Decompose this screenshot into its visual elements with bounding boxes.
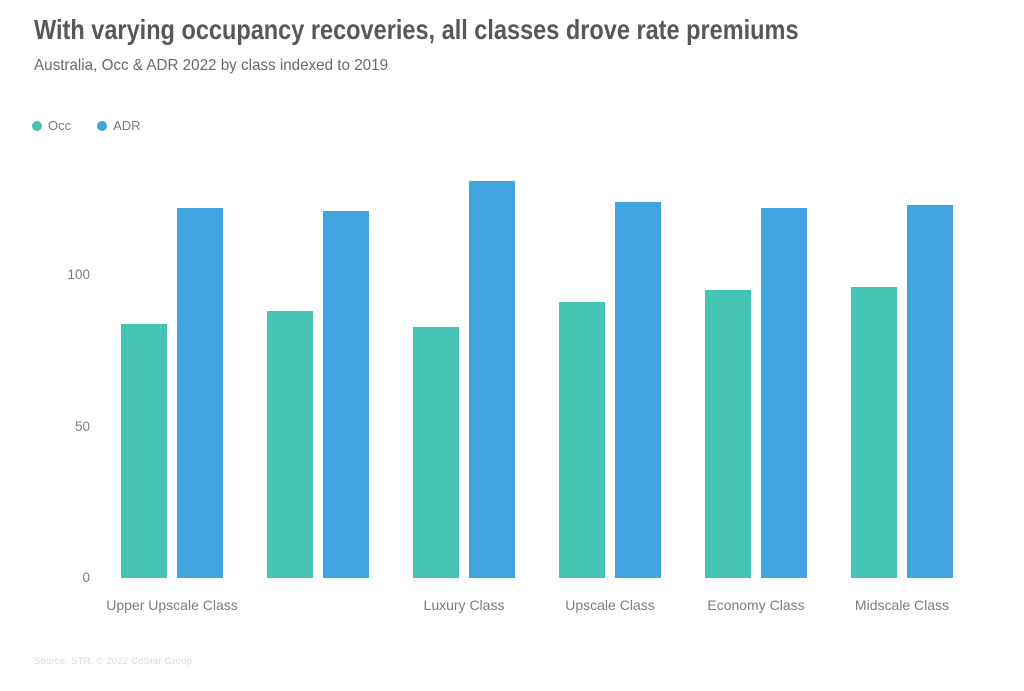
legend-item-occ: Occ: [32, 118, 71, 133]
legend-dot-occ-icon: [32, 120, 42, 131]
bar-adr-upper-upscale-class: [177, 208, 223, 578]
bar-occ-upper-upscale-class: [121, 324, 167, 578]
chart-subtitle: Australia, Occ & ADR 2022 by class index…: [34, 57, 389, 74]
x-axis-label: Midscale Class: [854, 597, 950, 613]
x-axis-label: Economy Class: [707, 597, 805, 613]
y-tick-label: 0: [82, 570, 90, 585]
bar-adr-economy-class: [761, 208, 807, 578]
x-axis-label: Upscale Class: [565, 597, 655, 613]
bar-adr-group-2: [323, 211, 369, 578]
bar-occ-luxury-class: [413, 327, 459, 578]
bar-occ-economy-class: [705, 290, 751, 578]
legend-dot-adr-icon: [97, 120, 108, 131]
legend: Occ ADR: [32, 118, 141, 133]
bar-occ-upscale-class: [559, 302, 605, 578]
bar-adr-luxury-class: [469, 181, 515, 578]
bar-adr-upscale-class: [615, 202, 661, 578]
legend-label-adr: ADR: [113, 118, 141, 133]
y-tick-label: 50: [74, 418, 90, 434]
x-axis-label: Upper Upscale Class: [106, 597, 238, 613]
x-axis-label: Luxury Class: [423, 597, 505, 613]
bar-adr-midscale-class: [907, 205, 953, 578]
legend-item-adr: ADR: [97, 118, 141, 133]
source-attribution: Source: STR. © 2022 CoStar Group: [34, 656, 193, 667]
bar-occ-midscale-class: [851, 287, 897, 578]
y-tick-label: 100: [67, 267, 90, 283]
chart-title: With varying occupancy recoveries, all c…: [34, 14, 799, 45]
bar-occ-group-2: [267, 311, 313, 578]
legend-label-occ: Occ: [48, 118, 72, 133]
